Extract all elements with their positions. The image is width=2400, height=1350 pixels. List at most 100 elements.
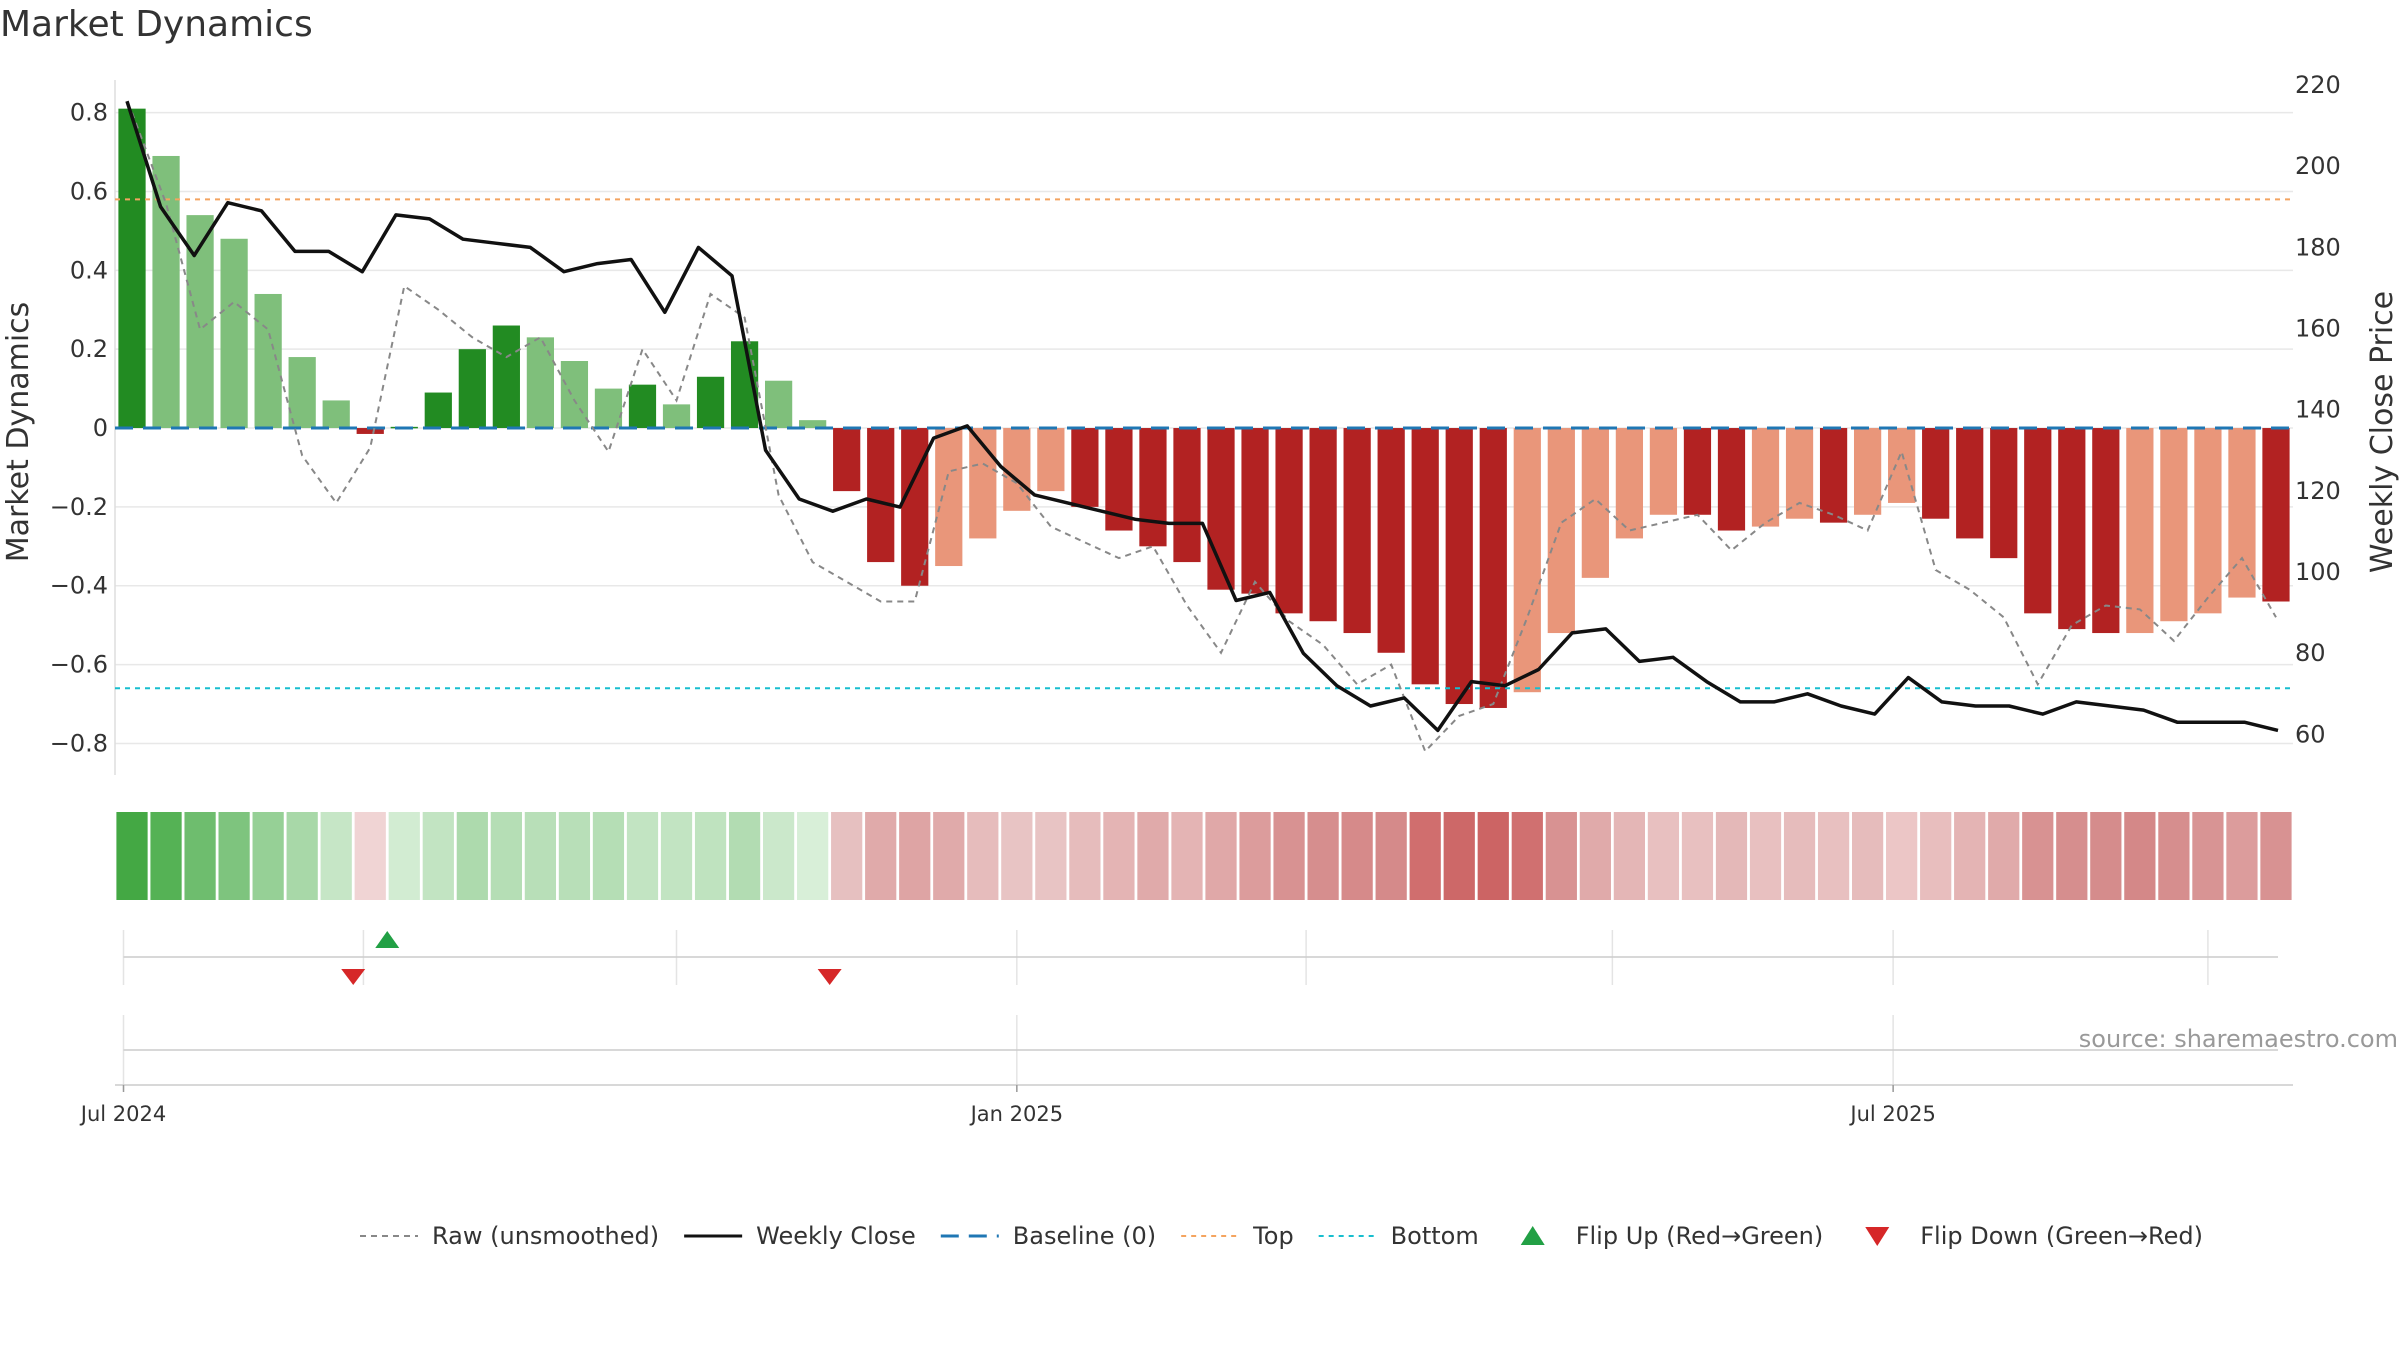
bar [1241, 428, 1269, 594]
strip-cell [694, 812, 727, 900]
strip-cell [592, 812, 625, 900]
strip-cell [2192, 812, 2224, 900]
strip-cell [1920, 812, 1952, 900]
bar [935, 428, 963, 567]
y-left-tick-label: 0.8 [70, 99, 108, 127]
bar [1853, 428, 1882, 515]
strip-cell [286, 812, 318, 900]
bar [696, 376, 725, 429]
y-right-tick-label: 180 [2295, 233, 2341, 261]
bar [2092, 428, 2120, 634]
strip-cell [320, 812, 352, 900]
strip-cell [1988, 812, 2020, 900]
bar [322, 400, 350, 429]
strip-cell [1851, 812, 1884, 900]
bar [254, 293, 282, 429]
legend-item: Top [1181, 1222, 1294, 1250]
legend-label: Weekly Close [756, 1222, 916, 1250]
strip-cell [1443, 812, 1475, 900]
strip-cell [150, 812, 182, 900]
y-right-tick-label: 220 [2295, 71, 2341, 99]
bar [1275, 428, 1303, 614]
strip-cell [2090, 812, 2122, 900]
color-strip [116, 812, 2292, 900]
bar [1819, 428, 1848, 523]
legend-label: Raw (unsmoothed) [432, 1222, 659, 1250]
bar [1411, 428, 1439, 685]
bar [220, 238, 248, 429]
flip-down-marker [817, 969, 842, 985]
strip-cell [1817, 812, 1850, 900]
strip-cell [1783, 812, 1816, 900]
date-tick-label: Jul 2025 [1848, 1102, 1935, 1126]
bar [2194, 428, 2222, 614]
strip-cell [1171, 812, 1203, 900]
strip-cell [456, 812, 488, 900]
strip-cell [660, 812, 693, 900]
strip-cell [1647, 812, 1680, 900]
bars-layer [118, 108, 2290, 708]
strip-cell [524, 812, 557, 900]
strip-cell [1613, 812, 1646, 900]
bar [1547, 428, 1575, 634]
strip-cell [218, 812, 250, 900]
strip-cell [831, 812, 863, 900]
bar [867, 428, 895, 563]
y-right-tick-label: 60 [2295, 720, 2326, 748]
legend-label: Flip Down (Green→Red) [1920, 1222, 2203, 1250]
strip-cell [1205, 812, 1237, 900]
strip-cell [1035, 812, 1067, 900]
legend: Raw (unsmoothed) Weekly Close Baseline (0)… [360, 1222, 2203, 1250]
y-right-tick-label: 140 [2295, 396, 2341, 424]
bar [764, 380, 793, 429]
strip-cell [1239, 812, 1271, 900]
bar [2058, 428, 2086, 630]
strip-cell [1307, 812, 1339, 900]
strip-cell [967, 812, 999, 900]
strip-cell [184, 812, 216, 900]
bar [2262, 428, 2290, 602]
strip-cell [1715, 812, 1748, 900]
strip-cell [1954, 812, 1986, 900]
bar [1956, 428, 1984, 539]
bar [526, 337, 555, 429]
bar [1139, 428, 1167, 547]
bar [1003, 428, 1031, 511]
bar [356, 428, 384, 434]
strip-cell [388, 812, 420, 900]
empty-panel [115, 1015, 2293, 1090]
y-axis-right-title: Weekly Close Price [2365, 291, 2400, 573]
bar [1343, 428, 1371, 634]
strip-cell [1069, 812, 1101, 900]
y-left-tick-label: 0.2 [70, 335, 108, 363]
bar [288, 357, 316, 429]
bar [1683, 428, 1712, 515]
strip-cell [1103, 812, 1135, 900]
bar [628, 384, 657, 429]
strip-cell [2226, 812, 2258, 900]
bar [1990, 428, 2018, 559]
lines-layer [115, 100, 2293, 754]
bar [1309, 428, 1337, 622]
bar [1377, 428, 1405, 653]
bar [1479, 428, 1507, 708]
strip-cell [1511, 812, 1543, 900]
flip-down-marker [341, 969, 366, 985]
strip-cell [1749, 812, 1782, 900]
bar [458, 349, 486, 429]
y-right-tick-label: 80 [2295, 639, 2326, 667]
bar [1922, 428, 1950, 519]
strip-cell [1477, 812, 1509, 900]
legend-label: Flip Up (Red→Green) [1576, 1222, 1824, 1250]
strip-cell [1886, 812, 1918, 900]
bar [2126, 428, 2154, 634]
strip-cell [116, 812, 148, 900]
bar [1888, 428, 1916, 503]
flip-markers-panel [122, 930, 2278, 985]
bar [2228, 428, 2256, 598]
strip-cell [899, 812, 931, 900]
y-left-tick-label: −0.2 [50, 493, 108, 521]
weekly-close-line [125, 100, 2279, 733]
strip-cell [626, 812, 659, 900]
legend-label: Top [1252, 1222, 1294, 1250]
